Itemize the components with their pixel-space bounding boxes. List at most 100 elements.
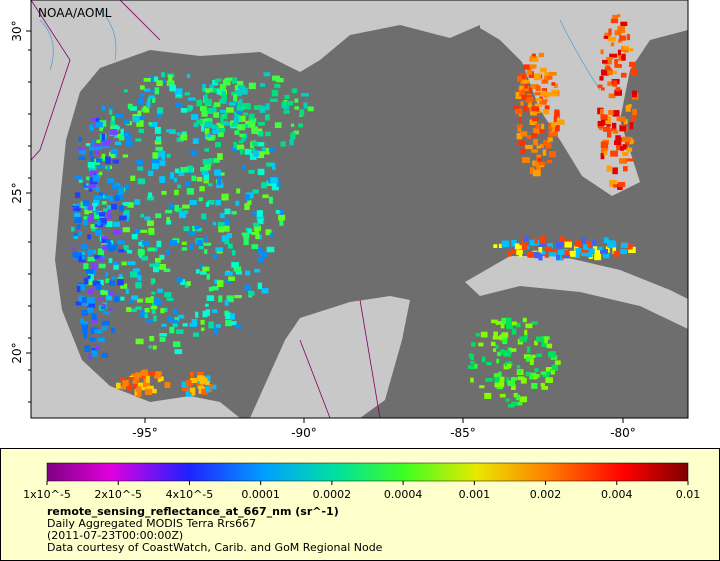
reflectance-patch [129,308,137,312]
reflectance-patch [80,244,88,250]
reflectance-patch [161,323,167,327]
reflectance-patch [548,252,557,257]
reflectance-patch [74,175,83,180]
reflectance-patch [191,318,198,324]
reflectance-patch [626,34,631,41]
y-ticks: 30° 25° 20° [10,20,31,403]
reflectance-patch [87,296,95,304]
reflectance-patch [203,173,209,181]
reflectance-patch [511,240,517,247]
reflectance-patch [110,124,114,131]
reflectance-patch [94,329,103,334]
reflectance-patch [532,116,539,122]
colorbar-label: 0.002 [530,488,562,501]
reflectance-patch [224,208,231,215]
reflectance-patch [257,122,265,126]
reflectance-patch [109,307,113,311]
reflectance-patch [105,245,111,250]
reflectance-patch [238,115,246,122]
reflectance-patch [148,122,152,126]
reflectance-patch [124,184,129,190]
reflectance-patch [602,252,610,259]
reflectance-patch [204,164,211,171]
reflectance-patch [206,295,215,302]
reflectance-patch [150,305,158,310]
reflectance-patch [101,201,107,205]
reflectance-patch [548,351,556,358]
credit: NOAA/AOML [38,6,112,20]
reflectance-patch [82,297,87,304]
reflectance-patch [515,108,523,115]
reflectance-patch [554,360,561,365]
reflectance-patch [608,28,612,36]
reflectance-patch [140,213,145,218]
reflectance-patch [520,243,528,250]
reflectance-patch [613,70,617,75]
reflectance-patch [540,371,547,375]
reflectance-patch [110,120,116,126]
reflectance-patch [236,110,243,115]
reflectance-patch [119,205,125,212]
reflectance-patch [548,130,553,137]
reflectance-patch [614,64,622,68]
reflectance-patch [529,358,534,366]
reflectance-patch [535,98,542,102]
reflectance-patch [564,241,572,248]
legend-title: remote_sensing_reflectance_at_667_nm (sr… [47,505,339,518]
reflectance-patch [135,388,142,393]
reflectance-patch [217,222,225,229]
reflectance-patch [513,393,518,398]
reflectance-patch [538,52,544,58]
reflectance-patch [120,385,126,390]
reflectance-patch [535,123,540,130]
reflectance-patch [167,81,173,86]
reflectance-patch [556,119,565,125]
reflectance-patch [511,377,518,381]
reflectance-patch [257,142,265,147]
reflectance-patch [105,195,113,200]
reflectance-patch [204,98,212,106]
reflectance-patch [206,133,211,138]
reflectance-patch [164,382,171,389]
colorbar-label: 1x10^-5 [23,488,71,501]
land-yucatan [250,296,410,418]
reflectance-patch [244,284,251,291]
reflectance-patch [130,271,138,278]
reflectance-patch [208,321,214,329]
reflectance-patch [225,319,232,327]
reflectance-patch [106,205,111,212]
reflectance-patch [89,170,98,177]
reflectance-patch [621,72,627,78]
reflectance-patch [115,141,122,146]
reflectance-patch [534,340,538,346]
reflectance-patch [109,290,114,296]
reflectance-patch [169,240,178,246]
reflectance-patch [188,231,196,235]
reflectance-patch [612,80,618,87]
reflectance-patch [120,128,124,136]
reflectance-patch [617,182,626,188]
reflectance-patch [283,110,290,114]
colorbar [46,462,689,482]
reflectance-patch [126,385,133,391]
reflectance-patch [533,128,540,135]
reflectance-patch [102,138,109,143]
reflectance-patch [86,176,90,181]
reflectance-patch [544,75,548,80]
reflectance-patch [96,139,101,144]
map [31,0,688,418]
reflectance-patch [263,72,271,77]
reflectance-patch [622,151,629,157]
reflectance-patch [135,306,142,310]
reflectance-patch [515,322,521,328]
reflectance-patch [228,276,235,281]
reflectance-patch [557,250,565,255]
reflectance-patch [176,137,184,142]
reflectance-patch [166,297,174,301]
reflectance-patch [112,159,119,164]
reflectance-patch [257,247,263,255]
reflectance-patch [506,363,512,369]
reflectance-patch [506,377,510,383]
reflectance-patch [202,310,208,318]
reflectance-patch [91,313,97,320]
